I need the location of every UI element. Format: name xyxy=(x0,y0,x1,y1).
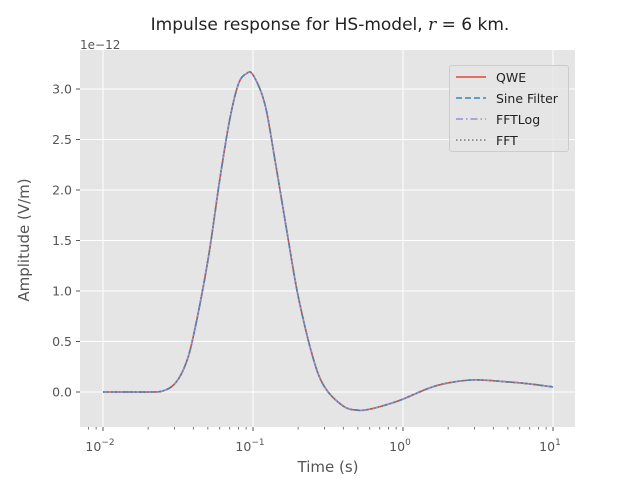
legend: QWE Sine Filter FFTLog FFT xyxy=(449,65,569,152)
svg-text:2.5: 2.5 xyxy=(52,132,72,147)
x-axis-ticks: 10−2 10−1 100 101 xyxy=(85,427,561,454)
svg-text:10−1: 10−1 xyxy=(235,438,264,454)
chart-title: Impulse response for HS-model, r = 6 km. xyxy=(0,15,640,35)
legend-label: Sine Filter xyxy=(496,90,558,106)
legend-item-sine-filter: Sine Filter xyxy=(456,88,558,108)
svg-text:100: 100 xyxy=(389,438,411,454)
legend-item-fftlog: FFTLog xyxy=(456,109,540,129)
x-axis-label: Time (s) xyxy=(297,458,359,476)
y-offset-text: 1e−12 xyxy=(80,38,121,52)
svg-text:1.0: 1.0 xyxy=(52,284,72,299)
title-suffix: = 6 km. xyxy=(436,15,510,35)
svg-text:2.0: 2.0 xyxy=(52,183,72,198)
legend-line-icon xyxy=(456,118,486,120)
legend-label: FFTLog xyxy=(496,111,541,127)
svg-text:10−2: 10−2 xyxy=(85,438,114,454)
legend-line-icon xyxy=(456,97,486,99)
series-lines xyxy=(103,71,554,412)
y-axis-label: Amplitude (V/m) xyxy=(15,178,33,302)
title-prefix: Impulse response for HS-model, xyxy=(150,15,429,35)
legend-label: QWE xyxy=(496,69,527,85)
svg-text:0.0: 0.0 xyxy=(52,385,72,400)
legend-line-icon xyxy=(456,139,486,141)
legend-label: FFT xyxy=(496,132,518,148)
legend-item-fft: FFT xyxy=(456,130,518,150)
y-axis-ticks: 0.0 0.5 1.0 1.5 2.0 2.5 3.0 xyxy=(52,82,80,400)
title-variable: r xyxy=(428,15,437,35)
svg-text:0.5: 0.5 xyxy=(52,334,72,349)
svg-text:101: 101 xyxy=(539,438,561,454)
legend-item-qwe: QWE xyxy=(456,67,526,87)
svg-text:1.5: 1.5 xyxy=(52,233,72,248)
legend-line-icon xyxy=(456,76,486,78)
svg-text:3.0: 3.0 xyxy=(52,82,72,97)
